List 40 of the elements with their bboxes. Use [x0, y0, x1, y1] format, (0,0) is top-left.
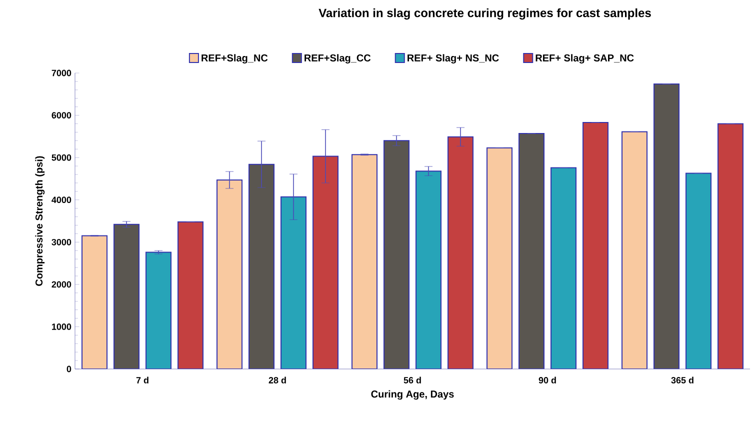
y-tick-label: 0 [66, 366, 72, 372]
legend-label: REF+ Slag+ NS_NC [408, 54, 499, 64]
bar [718, 123, 744, 369]
y-axis-title: Compressive Strength (psi) [35, 156, 45, 286]
x-tick-label: 90 d [538, 376, 556, 384]
y-tick-label: 4000 [52, 196, 72, 204]
bar [486, 147, 512, 369]
legend-label: REF+ Slag+ SAP_NC [536, 54, 634, 64]
bar [416, 170, 442, 369]
legend-label: REF+Slag_NC [202, 54, 268, 64]
bar [216, 179, 242, 369]
bar [312, 156, 338, 369]
chart-title: Variation in slag concrete curing regimes for cast samples [318, 8, 651, 20]
x-tick-label: 365 d [671, 376, 694, 384]
bar [384, 140, 410, 369]
bar [352, 154, 378, 369]
x-axis-title: Curing Age, Days [371, 390, 454, 400]
y-tick-label: 3000 [52, 238, 72, 246]
legend-label: REF+Slag_CC [304, 54, 371, 64]
bar [146, 252, 172, 369]
y-tick-label: 6000 [52, 112, 72, 118]
y-tick-label: 5000 [52, 154, 72, 161]
bar [248, 164, 274, 369]
bar [448, 136, 474, 369]
bar [686, 172, 712, 369]
bar [280, 196, 307, 369]
bar [518, 132, 544, 369]
x-tick-label: 56 d [404, 376, 421, 384]
y-tick-label: 7000 [52, 70, 72, 76]
bar [582, 122, 608, 369]
bar [550, 167, 576, 369]
bar [114, 224, 140, 369]
y-tick-label: 1000 [52, 324, 72, 330]
y-tick-label: 2000 [52, 281, 72, 288]
bar [82, 235, 108, 369]
x-tick-label: 28 d [268, 376, 286, 384]
bar [622, 131, 648, 369]
x-tick-label: 7 d [136, 376, 148, 384]
bar [178, 221, 204, 369]
bar [654, 83, 680, 369]
